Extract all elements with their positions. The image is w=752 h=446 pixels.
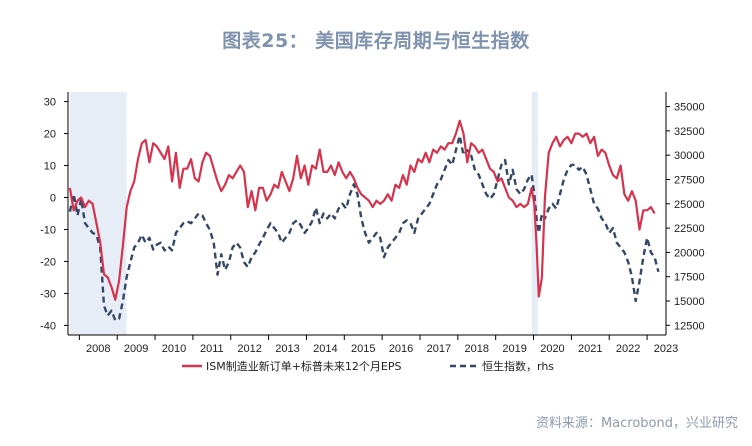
source-note: 资料来源：Macrobond，兴业研究 — [535, 416, 738, 431]
series-ism-eps-line — [68, 119, 656, 301]
plot-area: 3020100-10-20-30-40350003250030000275002… — [40, 92, 705, 373]
right-tick-label: 27500 — [674, 174, 705, 186]
right-tick-label: 30000 — [674, 150, 705, 162]
series-hang-seng-line — [68, 134, 660, 322]
x-tick-label: 2012 — [237, 343, 261, 355]
x-tick-label: 2018 — [465, 343, 489, 355]
left-tick-label: 0 — [50, 193, 56, 205]
x-tick-label: 2009 — [124, 343, 148, 355]
left-tick-label: 30 — [44, 97, 56, 109]
x-tick-label: 2010 — [162, 343, 186, 355]
x-tick-label: 2019 — [502, 343, 526, 355]
chart-title: 图表25： 美国库存周期与恒生指数 — [222, 30, 530, 52]
left-tick-label: -30 — [40, 288, 56, 300]
x-tick-label: 2020 — [540, 343, 564, 355]
legend-label-ism-eps: ISM制造业新订单+标普未来12个月EPS — [206, 359, 402, 373]
left-tick-label: -10 — [40, 224, 56, 236]
x-tick-label: 2021 — [578, 343, 602, 355]
x-tick-label: 2022 — [616, 343, 640, 355]
right-tick-label: 20000 — [674, 247, 705, 259]
left-tick-label: -40 — [40, 320, 56, 332]
legend-label-hang-seng: 恒生指数，rhs — [482, 359, 554, 373]
right-tick-label: 15000 — [674, 296, 705, 308]
x-tick-label: 2017 — [427, 343, 451, 355]
x-tick-label: 2014 — [313, 343, 337, 355]
right-tick-label: 22500 — [674, 223, 705, 235]
x-tick-label: 2011 — [200, 343, 224, 355]
x-tick-label: 2013 — [275, 343, 299, 355]
x-tick-label: 2015 — [351, 343, 375, 355]
x-tick-label: 2008 — [86, 343, 110, 355]
right-tick-label: 35000 — [674, 102, 705, 114]
right-tick-label: 17500 — [674, 272, 705, 284]
right-tick-label: 12500 — [674, 320, 705, 332]
x-tick-label: 2016 — [389, 343, 413, 355]
left-tick-label: -20 — [40, 256, 56, 268]
x-tick-label: 2023 — [654, 343, 678, 355]
right-tick-label: 32500 — [674, 126, 705, 138]
left-tick-label: 20 — [44, 129, 56, 141]
right-tick-label: 25000 — [674, 199, 705, 211]
left-tick-label: 10 — [44, 161, 56, 173]
